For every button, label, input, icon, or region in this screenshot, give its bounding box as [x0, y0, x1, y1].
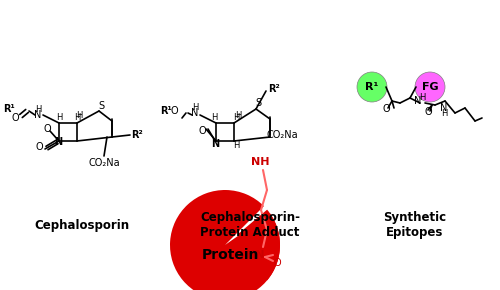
Text: H: H	[74, 113, 80, 122]
Text: R²: R²	[268, 84, 280, 94]
Text: R²: R²	[131, 130, 143, 140]
Text: N: N	[34, 110, 42, 120]
Text: Protein: Protein	[202, 248, 258, 262]
Text: R¹: R¹	[160, 106, 172, 116]
Text: O: O	[43, 124, 51, 134]
Wedge shape	[238, 210, 280, 280]
Text: N: N	[414, 96, 422, 106]
Text: R¹: R¹	[3, 104, 15, 114]
Text: H: H	[211, 113, 217, 122]
Text: H: H	[192, 102, 198, 111]
Text: H: H	[35, 104, 41, 113]
Text: H: H	[441, 110, 447, 119]
Text: Cephalosporin: Cephalosporin	[34, 218, 130, 231]
Text: N: N	[211, 139, 219, 149]
Circle shape	[357, 72, 387, 102]
Text: N: N	[54, 137, 62, 147]
Text: FG: FG	[422, 82, 438, 92]
Text: S: S	[255, 98, 261, 108]
Text: H: H	[76, 110, 82, 119]
Text: N: N	[440, 103, 448, 113]
Circle shape	[415, 72, 445, 102]
Text: O: O	[198, 126, 206, 136]
Text: O: O	[35, 142, 43, 152]
Text: O: O	[11, 113, 19, 123]
Text: H: H	[419, 93, 425, 102]
Text: R¹: R¹	[366, 82, 378, 92]
Text: N: N	[192, 108, 198, 118]
Text: Cephalosporin-
Protein Adduct: Cephalosporin- Protein Adduct	[200, 211, 300, 239]
Text: H: H	[233, 113, 239, 122]
Text: O: O	[273, 258, 281, 268]
Text: O: O	[170, 106, 178, 116]
Text: H: H	[235, 110, 241, 119]
Text: H: H	[233, 142, 239, 151]
Text: NH: NH	[251, 157, 269, 167]
Text: O: O	[382, 104, 390, 114]
Text: CO₂Na: CO₂Na	[266, 130, 298, 140]
Text: HN: HN	[246, 250, 264, 260]
Wedge shape	[170, 190, 280, 290]
Text: CO₂Na: CO₂Na	[88, 158, 120, 168]
Text: O: O	[424, 107, 432, 117]
Text: H: H	[56, 113, 62, 122]
Text: Synthetic
Epitopes: Synthetic Epitopes	[384, 211, 446, 239]
Text: S: S	[98, 101, 104, 111]
